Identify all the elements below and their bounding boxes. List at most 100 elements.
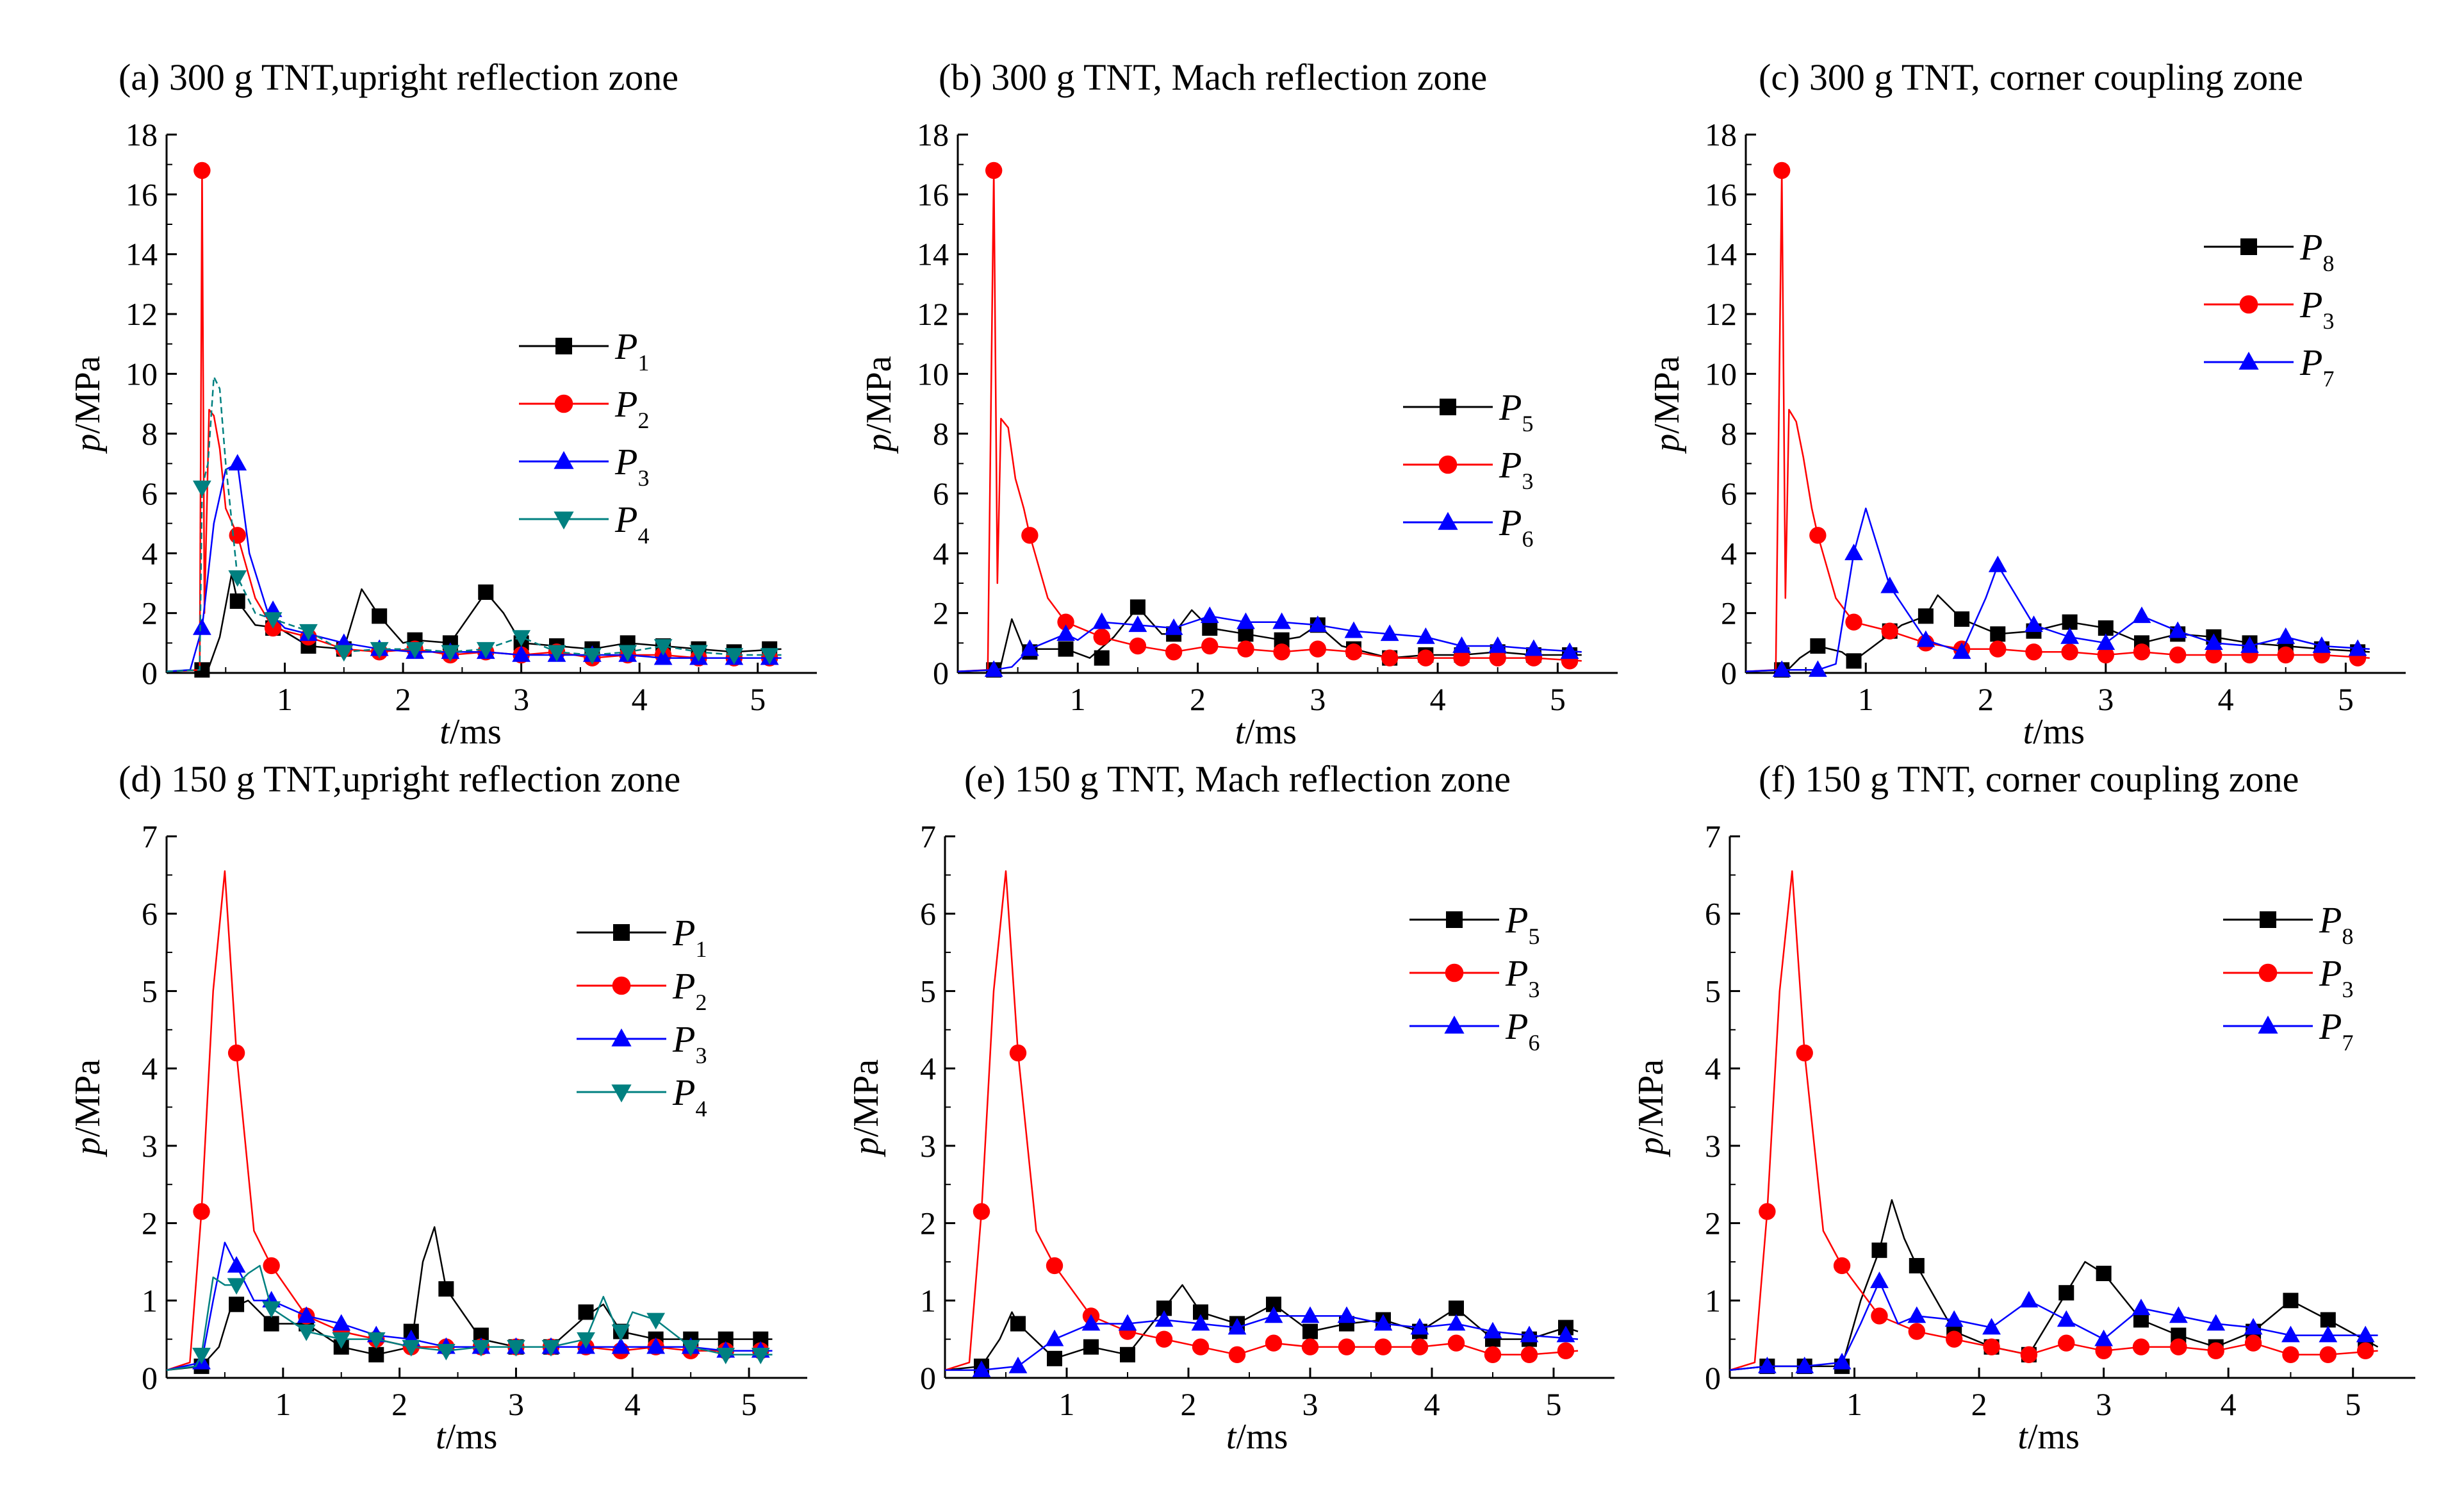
data-point-P2 [263, 1257, 280, 1275]
data-point-P3 [1338, 1338, 1356, 1355]
data-point-P5 [1010, 1316, 1026, 1332]
data-point-P4 [689, 645, 708, 662]
data-point-P3 [1773, 161, 1791, 179]
data-point-P4 [653, 639, 673, 656]
x-tick-label: 3 [1310, 681, 1326, 717]
legend-label-P5: P5 [1499, 386, 1533, 436]
data-point-P7 [2206, 1314, 2226, 1331]
data-point-P5 [1120, 1346, 1135, 1362]
data-point-P3 [1945, 1330, 1963, 1348]
y-tick-label: 16 [126, 176, 158, 212]
data-point-P2 [229, 527, 246, 544]
y-axis-label: p/MPa [1631, 1059, 1671, 1157]
x-tick-label: 4 [1424, 1386, 1440, 1422]
legend-marker-P4 [611, 1084, 632, 1103]
data-point-P4 [472, 1339, 491, 1357]
data-point-P3 [228, 454, 247, 471]
data-point-P3 [2169, 646, 2187, 664]
data-point-P8 [1909, 1257, 1925, 1273]
data-point-P7 [2094, 1329, 2114, 1346]
data-point-P3 [1381, 649, 1399, 667]
x-tick-label: 2 [1190, 681, 1206, 717]
x-tick-label: 5 [750, 681, 766, 717]
data-point-P3 [1057, 613, 1074, 631]
legend-marker-P1 [555, 338, 572, 354]
data-point-P3 [2058, 1334, 2075, 1352]
data-point-P4 [646, 1313, 666, 1330]
data-point-P3 [227, 1255, 246, 1273]
data-point-P6 [1416, 627, 1435, 644]
x-tick-label: 5 [1546, 1386, 1562, 1422]
y-tick-label: 14 [917, 236, 949, 272]
legend-marker-P6 [1444, 1015, 1465, 1034]
data-point-P4 [366, 1332, 386, 1349]
y-tick-label: 4 [142, 535, 158, 571]
data-point-P3 [332, 1314, 351, 1331]
legend-label-P4: P4 [614, 499, 649, 549]
data-point-P8 [1810, 638, 1826, 654]
data-point-P4 [441, 645, 460, 662]
data-point-P3 [512, 645, 531, 662]
y-tick-label: 3 [142, 1128, 158, 1164]
data-point-P4 [406, 642, 424, 659]
data-point-P3 [1520, 1346, 1538, 1363]
series-line-P3 [166, 463, 782, 672]
legend-marker-P3 [2239, 295, 2258, 314]
x-tick-label: 2 [391, 1386, 407, 1422]
data-point-P3 [2025, 643, 2042, 661]
data-point-P6 [1308, 615, 1327, 633]
legend-marker-P8 [2240, 238, 2257, 255]
y-tick-label: 2 [933, 595, 949, 631]
legend-label-P3: P3 [1505, 952, 1540, 1002]
data-point-P7 [1944, 1310, 1964, 1327]
x-axis-label: t/ms [1235, 712, 1297, 752]
series-line-P3 [166, 1241, 773, 1371]
data-point-P4 [716, 1347, 735, 1364]
data-point-P3 [1796, 1044, 1813, 1062]
data-point-P4 [476, 642, 495, 659]
data-point-P3 [1881, 622, 1898, 640]
chart-title: (d) 150 g TNT,upright reflection zone [119, 758, 680, 800]
series-line-P6 [945, 1315, 1579, 1371]
data-point-P3 [1237, 640, 1254, 658]
data-point-P6 [1272, 612, 1292, 629]
y-tick-label: 2 [142, 595, 158, 631]
data-point-P3 [653, 648, 673, 665]
data-point-P1 [229, 1296, 245, 1313]
legend-marker-P8 [2260, 911, 2276, 928]
chart-title: (e) 150 g TNT, Mach reflection zone [964, 758, 1511, 800]
data-point-P7 [2025, 615, 2043, 633]
data-point-P3 [2097, 646, 2115, 664]
data-point-P3 [1192, 1338, 1210, 1355]
legend-label-P5: P5 [1505, 899, 1540, 949]
data-point-P7 [2276, 627, 2296, 644]
data-point-P7 [1988, 556, 2007, 572]
data-point-P3 [2132, 1338, 2150, 1355]
data-point-P1 [229, 593, 245, 609]
data-point-P8 [1846, 653, 1862, 669]
data-point-P4 [681, 1339, 700, 1357]
data-point-P6 [1560, 642, 1579, 659]
data-point-P3 [2356, 1342, 2374, 1359]
y-tick-label: 18 [1705, 117, 1737, 153]
x-tick-label: 5 [2338, 681, 2354, 717]
data-point-P4 [192, 480, 211, 497]
chart-title: (f) 150 g TNT, corner coupling zone [1759, 758, 2299, 800]
y-tick-label: 4 [920, 1050, 936, 1086]
legend-label-P3: P3 [672, 1018, 707, 1068]
data-point-P2 [193, 1203, 210, 1220]
y-tick-label: 3 [920, 1128, 936, 1164]
y-tick-label: 6 [933, 476, 949, 511]
data-point-P3 [1374, 1338, 1392, 1355]
data-point-P5 [1083, 1339, 1099, 1355]
data-point-P3 [1093, 628, 1110, 646]
data-point-P7 [2169, 1306, 2188, 1323]
data-point-P6 [1410, 1318, 1429, 1335]
data-point-P3 [2133, 643, 2151, 661]
data-point-P1 [478, 584, 494, 600]
data-point-P6 [984, 660, 1003, 677]
y-tick-label: 2 [1705, 1205, 1721, 1241]
y-tick-label: 12 [917, 296, 949, 332]
x-tick-label: 2 [1181, 1386, 1197, 1422]
